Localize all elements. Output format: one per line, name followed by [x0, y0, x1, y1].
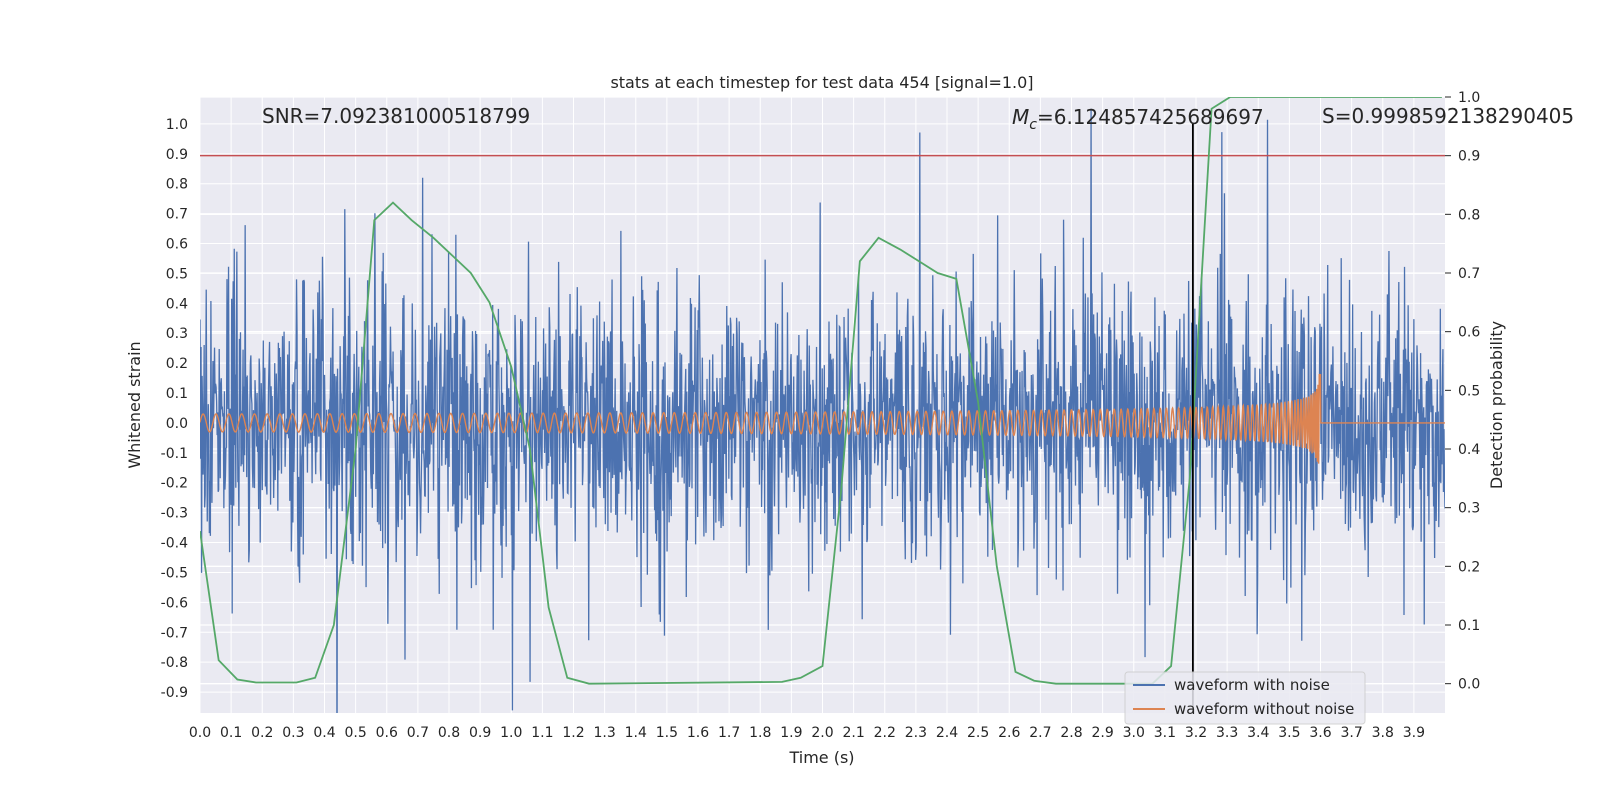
x-tick-label: 0.2 [251, 725, 273, 741]
y2-tick-label: 0.4 [1458, 442, 1480, 458]
x-tick-label: 1.0 [500, 725, 522, 741]
s-annotation: S=0.9998592138290405 [1322, 104, 1574, 128]
mc-value: =6.124857425689697 [1037, 105, 1264, 129]
x-tick-label: 2.0 [811, 725, 833, 741]
y-tick-label: 0.7 [166, 207, 188, 223]
y2-tick-label: 0.6 [1458, 325, 1480, 341]
x-tick-label: 2.3 [905, 725, 927, 741]
y2-tick-label: 0.5 [1458, 383, 1480, 399]
y-tick-label: 0.5 [166, 266, 188, 282]
y-tick-label: 0.8 [166, 177, 188, 193]
x-tick-label: 0.7 [407, 725, 429, 741]
x-tick-label: 0.9 [469, 725, 491, 741]
y-tick-label: 0.0 [166, 416, 188, 432]
y2-tick-label: 0.9 [1458, 149, 1480, 165]
legend-entry-noise: waveform with noise [1174, 676, 1330, 694]
x-tick-label: 0.5 [344, 725, 366, 741]
chart-title: stats at each timestep for test data 454… [610, 73, 1033, 92]
x-tick-label: 1.5 [656, 725, 678, 741]
y-tick-label: 0.1 [166, 386, 188, 402]
x-tick-label: 3.7 [1340, 725, 1362, 741]
y-tick-label: -0.8 [161, 655, 188, 671]
x-tick-label: 3.3 [1216, 725, 1238, 741]
x-tick-label: 3.1 [1154, 725, 1176, 741]
y2-axis-label: Detection probability [1487, 321, 1506, 489]
x-tick-label: 1.3 [593, 725, 615, 741]
series-waveform-without-noise [200, 373, 1445, 464]
x-tick-label: 2.4 [936, 725, 958, 741]
x-tick-label: 3.9 [1403, 725, 1425, 741]
x-tick-label: 2.6 [998, 725, 1020, 741]
y-tick-label: 0.4 [166, 296, 188, 312]
x-tick-labels: 0.0 0.1 0.2 0.3 0.4 0.5 0.6 0.7 0.8 0.9 1.0 1.1 1.2 1… [189, 725, 1425, 741]
y-tick-label: 0.9 [166, 147, 188, 163]
y2-tick-label: 1.0 [1458, 90, 1480, 106]
y-tick-label: -0.7 [161, 625, 188, 641]
legend-entry-clean: waveform without noise [1174, 700, 1354, 718]
y-tick-label: -0.9 [161, 685, 188, 701]
y-tick-label: 0.6 [166, 237, 188, 253]
x-tick-label: 1.7 [718, 725, 740, 741]
y-tick-label: -0.2 [161, 476, 188, 492]
x-tick-label: 1.8 [749, 725, 771, 741]
y2-tick-labels: 0.0 0.1 0.2 0.3 0.4 0.5 0.6 0.7 0.8 0.9 1.0 [1445, 90, 1480, 693]
x-tick-label: 0.0 [189, 725, 211, 741]
x-tick-label: 3.5 [1278, 725, 1300, 741]
chirp-mass-annotation: Mc=6.124857425689697 [1012, 105, 1264, 133]
y2-tick-label: 0.8 [1458, 207, 1480, 223]
x-tick-label: 1.4 [625, 725, 647, 741]
snr-annotation: SNR=7.092381000518799 [262, 104, 530, 128]
x-tick-label: 0.4 [313, 725, 335, 741]
x-axis-label: Time (s) [788, 748, 854, 767]
y2-tick-label: 0.2 [1458, 559, 1480, 575]
x-tick-label: 2.1 [842, 725, 864, 741]
x-tick-label: 2.8 [1060, 725, 1082, 741]
x-tick-label: 2.9 [1091, 725, 1113, 741]
x-tick-label: 1.2 [562, 725, 584, 741]
x-tick-label: 1.9 [780, 725, 802, 741]
y-tick-label: -0.6 [161, 595, 188, 611]
y-tick-label: -0.4 [161, 536, 188, 552]
x-tick-label: 3.2 [1185, 725, 1207, 741]
mc-subscript: c [1029, 117, 1037, 133]
x-tick-label: 3.4 [1247, 725, 1269, 741]
y-tick-label: -0.5 [161, 565, 188, 581]
legend: waveform with noise waveform without noi… [1124, 671, 1366, 725]
y2-tick-label: 0.1 [1458, 618, 1480, 634]
y-tick-label: 0.3 [166, 326, 188, 342]
x-tick-label: 1.1 [531, 725, 553, 741]
y2-tick-label: 0.7 [1458, 266, 1480, 282]
x-tick-label: 3.6 [1309, 725, 1331, 741]
y2-tick-label: 0.3 [1458, 501, 1480, 517]
x-tick-label: 0.3 [282, 725, 304, 741]
y-tick-label: 0.2 [166, 356, 188, 372]
y-tick-label: 1.0 [166, 117, 188, 133]
x-tick-label: 3.0 [1123, 725, 1145, 741]
x-tick-label: 1.6 [687, 725, 709, 741]
x-tick-label: 0.8 [438, 725, 460, 741]
series-waveform-with-noise [200, 108, 1445, 713]
x-tick-label: 3.8 [1372, 725, 1394, 741]
y-tick-label: -0.1 [161, 446, 188, 462]
x-tick-label: 2.7 [1029, 725, 1051, 741]
legend-box [1124, 671, 1366, 725]
x-tick-label: 2.5 [967, 725, 989, 741]
y2-tick-label: 0.0 [1458, 677, 1480, 693]
y-tick-labels: -0.9 -0.8 -0.7 -0.6 -0.5 -0.4 -0.3 -0.2 -0.1 0.0 0… [161, 117, 188, 701]
mc-symbol: M [1012, 105, 1029, 129]
x-tick-label: 0.6 [376, 725, 398, 741]
y-tick-label: -0.3 [161, 506, 188, 522]
y-axis-label: Whitened strain [125, 341, 144, 468]
x-tick-label: 2.2 [874, 725, 896, 741]
x-tick-label: 0.1 [220, 725, 242, 741]
